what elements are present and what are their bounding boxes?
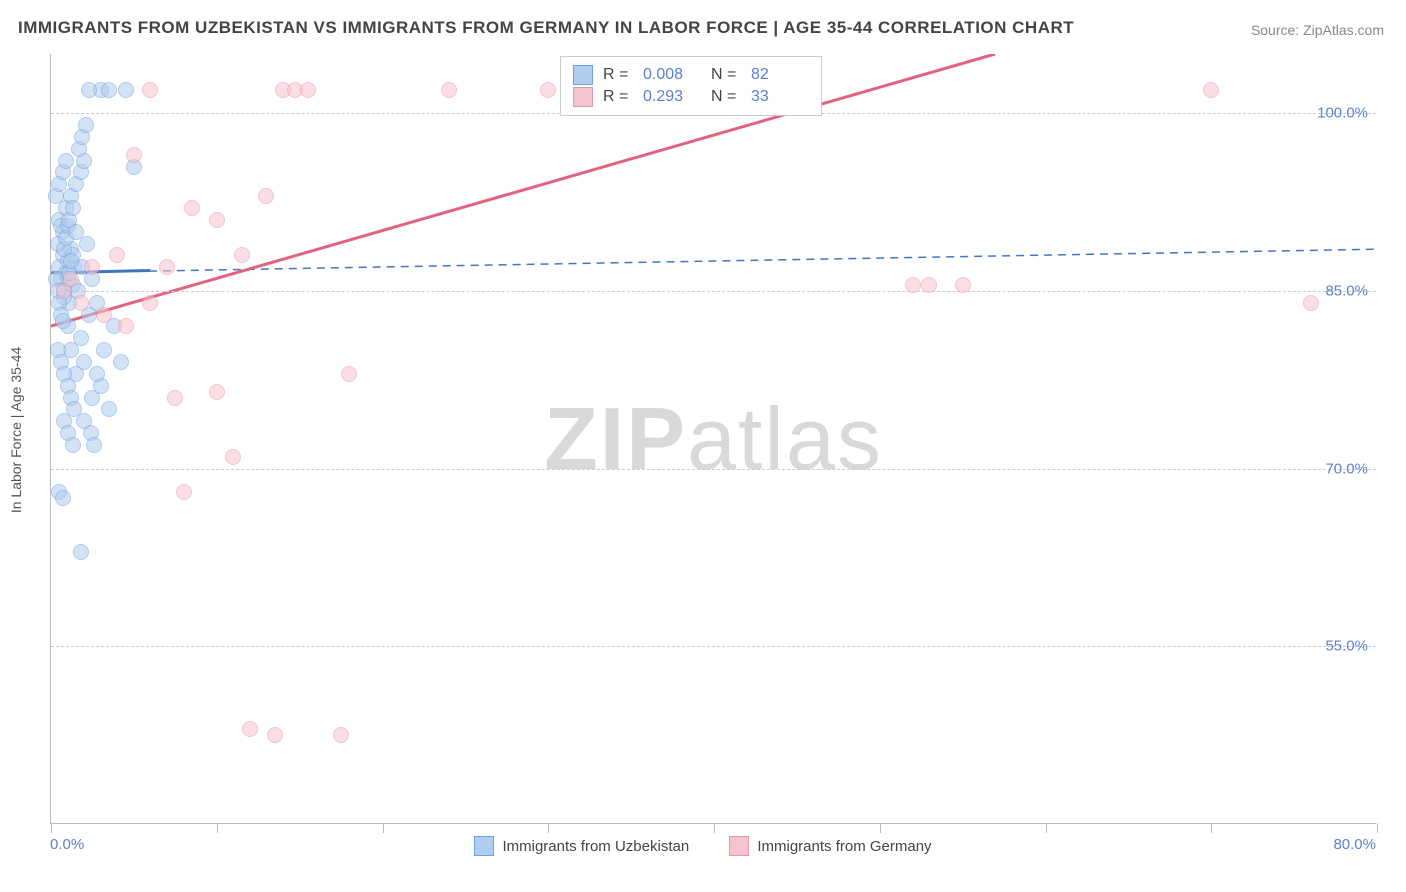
data-point-uzbekistan [63, 253, 79, 269]
data-point-germany [341, 366, 357, 382]
data-point-germany [242, 721, 258, 737]
data-point-germany [540, 82, 556, 98]
data-point-uzbekistan [101, 401, 117, 417]
x-tick [1377, 823, 1378, 833]
x-tick [51, 823, 52, 833]
data-point-uzbekistan [81, 82, 97, 98]
data-point-germany [267, 727, 283, 743]
gridline [51, 291, 1376, 292]
watermark: ZIPatlas [544, 388, 883, 490]
data-point-germany [1203, 82, 1219, 98]
data-point-germany [176, 484, 192, 500]
data-point-germany [905, 277, 921, 293]
y-tick-label: 55.0% [1325, 638, 1368, 655]
series-legend: Immigrants from Uzbekistan Immigrants fr… [0, 836, 1406, 860]
swatch-germany [573, 87, 593, 107]
data-point-uzbekistan [76, 354, 92, 370]
x-tick [548, 823, 549, 833]
swatch-uzbekistan [573, 65, 593, 85]
data-point-uzbekistan [55, 490, 71, 506]
data-point-germany [118, 318, 134, 334]
data-point-germany [73, 295, 89, 311]
data-point-germany [209, 384, 225, 400]
data-point-uzbekistan [65, 437, 81, 453]
source-label: Source: ZipAtlas.com [1251, 22, 1384, 38]
n-value: 82 [751, 66, 809, 84]
data-point-uzbekistan [66, 401, 82, 417]
data-point-germany [258, 188, 274, 204]
y-tick-label: 100.0% [1317, 105, 1368, 122]
correlation-legend: R = 0.008 N = 82 R = 0.293 N = 33 [560, 56, 822, 116]
legend-item-germany: Immigrants from Germany [729, 836, 931, 856]
data-point-germany [142, 82, 158, 98]
data-point-uzbekistan [65, 200, 81, 216]
x-tick [217, 823, 218, 833]
data-point-uzbekistan [118, 82, 134, 98]
data-point-germany [1303, 295, 1319, 311]
data-point-uzbekistan [101, 82, 117, 98]
data-point-germany [109, 247, 125, 263]
series-label: Immigrants from Uzbekistan [502, 838, 689, 855]
watermark-light: atlas [687, 389, 883, 488]
data-point-germany [126, 147, 142, 163]
n-label: N = [711, 66, 741, 84]
swatch-germany [729, 836, 749, 856]
data-point-uzbekistan [55, 313, 71, 329]
trendlines-svg [51, 54, 1376, 823]
y-tick-label: 70.0% [1325, 460, 1368, 477]
data-point-uzbekistan [86, 437, 102, 453]
x-tick [880, 823, 881, 833]
x-tick [383, 823, 384, 833]
data-point-germany [84, 259, 100, 275]
legend-row-germany: R = 0.293 N = 33 [573, 87, 809, 107]
data-point-uzbekistan [89, 366, 105, 382]
data-point-uzbekistan [96, 342, 112, 358]
data-point-germany [225, 449, 241, 465]
x-tick [1046, 823, 1047, 833]
data-point-uzbekistan [113, 354, 129, 370]
x-tick [1211, 823, 1212, 833]
data-point-uzbekistan [79, 236, 95, 252]
data-point-germany [234, 247, 250, 263]
legend-item-uzbekistan: Immigrants from Uzbekistan [474, 836, 689, 856]
data-point-uzbekistan [73, 544, 89, 560]
data-point-germany [209, 212, 225, 228]
data-point-germany [159, 259, 175, 275]
data-point-uzbekistan [78, 117, 94, 133]
data-point-germany [63, 271, 79, 287]
r-label: R = [603, 66, 633, 84]
data-point-uzbekistan [58, 153, 74, 169]
watermark-bold: ZIP [544, 389, 687, 488]
data-point-germany [96, 307, 112, 323]
data-point-germany [300, 82, 316, 98]
data-point-uzbekistan [68, 224, 84, 240]
data-point-germany [921, 277, 937, 293]
gridline [51, 646, 1376, 647]
x-tick [714, 823, 715, 833]
swatch-uzbekistan [474, 836, 494, 856]
data-point-uzbekistan [73, 330, 89, 346]
r-label: R = [603, 88, 633, 106]
data-point-germany [955, 277, 971, 293]
plot-area: ZIPatlas 55.0% 70.0% 85.0% 100.0% [50, 54, 1376, 824]
legend-row-uzbekistan: R = 0.008 N = 82 [573, 65, 809, 85]
chart-title: IMMIGRANTS FROM UZBEKISTAN VS IMMIGRANTS… [18, 18, 1074, 38]
data-point-germany [167, 390, 183, 406]
series-label: Immigrants from Germany [757, 838, 931, 855]
gridline [51, 469, 1376, 470]
data-point-germany [142, 295, 158, 311]
data-point-germany [184, 200, 200, 216]
data-point-germany [333, 727, 349, 743]
r-value: 0.008 [643, 66, 701, 84]
y-tick-label: 85.0% [1325, 282, 1368, 299]
y-axis-label: In Labor Force | Age 35-44 [8, 347, 24, 513]
r-value: 0.293 [643, 88, 701, 106]
n-value: 33 [751, 88, 809, 106]
n-label: N = [711, 88, 741, 106]
data-point-germany [441, 82, 457, 98]
